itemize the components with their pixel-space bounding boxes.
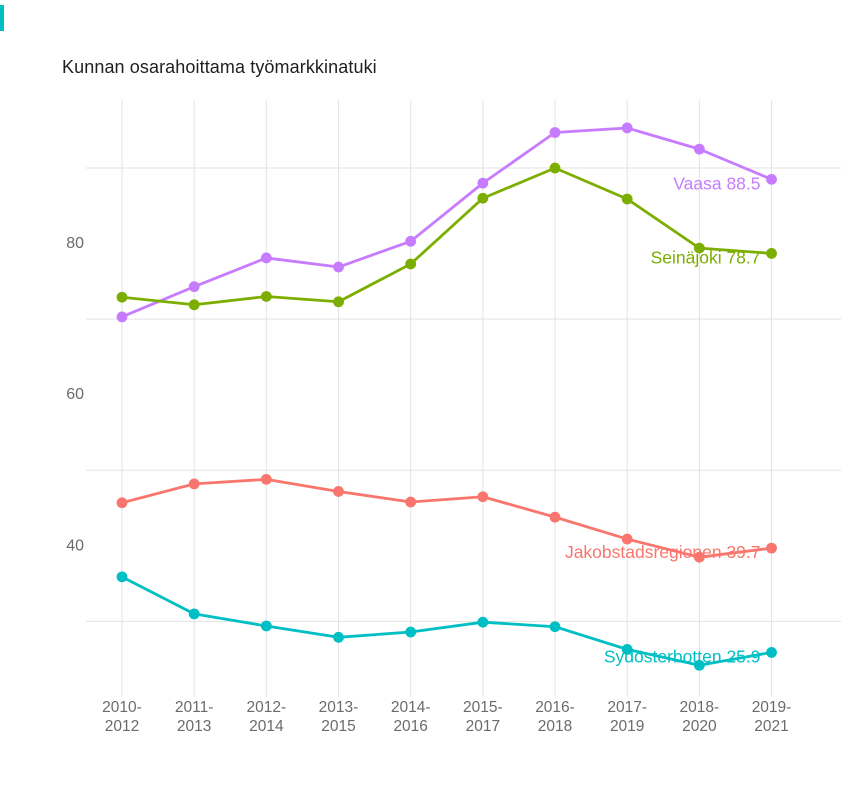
data-point-sydösterbotten <box>188 608 200 620</box>
data-point-sydösterbotten <box>260 620 272 632</box>
x-tick-label-line1: 2019- <box>752 699 792 716</box>
y-tick-label: 40 <box>66 537 84 554</box>
data-point-seinäjoki <box>621 193 633 205</box>
data-point-seinäjoki <box>188 299 200 311</box>
x-tick-label-line2: 2021 <box>754 718 788 735</box>
data-point-jakobstadsregionen <box>477 491 489 503</box>
x-tick-label-line1: 2010- <box>102 699 142 716</box>
x-tick-label-line2: 2017 <box>466 718 500 735</box>
data-point-vaasa <box>116 311 128 323</box>
series-end-label-seinäjoki: Seinäjoki 78.7 <box>651 247 761 267</box>
data-point-seinäjoki <box>693 242 705 254</box>
data-point-jakobstadsregionen <box>333 486 344 497</box>
series-label-layer: Vaasa 88.5 Seinäjoki 78.7 Jakobstadsregion… <box>565 173 761 666</box>
data-point-seinäjoki <box>477 192 489 204</box>
y-tick-label: 60 <box>66 386 84 403</box>
data-point-vaasa <box>693 143 705 155</box>
x-tick-label-line1: 2012- <box>247 699 287 716</box>
chart-title: Kunnan osarahoittama työmarkkinatuki <box>62 57 377 77</box>
data-point-jakobstadsregionen <box>260 473 272 485</box>
series-end-label-sydösterbotten: Sydösterbotten 25.9 <box>604 646 761 666</box>
series-line-vaasa <box>120 126 773 319</box>
data-point-jakobstadsregionen <box>693 551 705 563</box>
x-tick-label-line2: 2018 <box>538 718 572 735</box>
series-layer <box>116 122 777 671</box>
grid-layer <box>86 100 841 697</box>
data-point-vaasa <box>260 252 272 264</box>
data-point-sydösterbotten <box>621 643 633 655</box>
data-point-vaasa <box>333 261 344 273</box>
series-line-sydösterbotten <box>120 575 773 667</box>
data-point-sydösterbotten <box>333 631 344 643</box>
data-point-sydösterbotten <box>766 647 777 658</box>
page-accent-mark <box>0 5 4 31</box>
data-point-sydösterbotten <box>693 659 705 671</box>
data-point-vaasa <box>766 173 777 185</box>
data-point-sydösterbotten <box>116 571 128 583</box>
data-point-vaasa <box>405 235 417 247</box>
axis-layer: 40 60 80 2010- 2012 2011- 2013 2012- 2014 2013- 20… <box>66 235 791 735</box>
data-point-vaasa <box>549 127 561 138</box>
x-tick-label-line2: 2012 <box>105 718 139 735</box>
data-point-seinäjoki <box>260 291 272 302</box>
x-tick-label-line1: 2017- <box>607 699 647 716</box>
series-line-jakobstadsregionen <box>120 477 773 559</box>
data-point-sydösterbotten <box>405 626 417 638</box>
data-point-jakobstadsregionen <box>116 497 128 509</box>
data-point-jakobstadsregionen <box>188 478 200 490</box>
data-point-jakobstadsregionen <box>405 496 417 508</box>
x-tick-label-line1: 2018- <box>680 699 720 716</box>
x-tick-label-line2: 2015 <box>321 718 355 735</box>
data-point-jakobstadsregionen <box>621 533 633 545</box>
data-point-vaasa <box>621 122 633 134</box>
x-tick-label-line1: 2015- <box>463 699 503 716</box>
data-point-sydösterbotten <box>549 621 561 633</box>
data-point-sydösterbotten <box>477 616 489 628</box>
x-tick-label-line1: 2016- <box>535 699 575 716</box>
data-point-seinäjoki <box>766 248 777 259</box>
x-tick-label-line1: 2013- <box>319 699 359 716</box>
data-point-seinäjoki <box>333 296 344 308</box>
data-point-vaasa <box>477 177 489 189</box>
y-tick-label: 80 <box>66 235 84 252</box>
data-point-seinäjoki <box>549 162 561 174</box>
x-tick-label-line1: 2011- <box>175 699 214 716</box>
x-tick-label-line1: 2014- <box>391 699 431 716</box>
series-end-label-vaasa: Vaasa 88.5 <box>673 173 760 193</box>
series-end-label-jakobstadsregionen: Jakobstadsregionen 39.7 <box>565 542 761 562</box>
data-point-jakobstadsregionen <box>766 542 777 554</box>
data-point-vaasa <box>188 281 200 293</box>
x-tick-label-line2: 2013 <box>177 718 211 735</box>
x-tick-label-line2: 2016 <box>393 718 427 735</box>
series-line-seinäjoki <box>120 166 773 307</box>
data-point-seinäjoki <box>116 291 128 303</box>
data-point-seinäjoki <box>405 258 417 270</box>
x-tick-label-line2: 2014 <box>249 718 284 735</box>
data-point-jakobstadsregionen <box>549 511 561 523</box>
x-tick-label-line2: 2019 <box>610 718 644 735</box>
x-tick-label-line2: 2020 <box>682 718 717 735</box>
